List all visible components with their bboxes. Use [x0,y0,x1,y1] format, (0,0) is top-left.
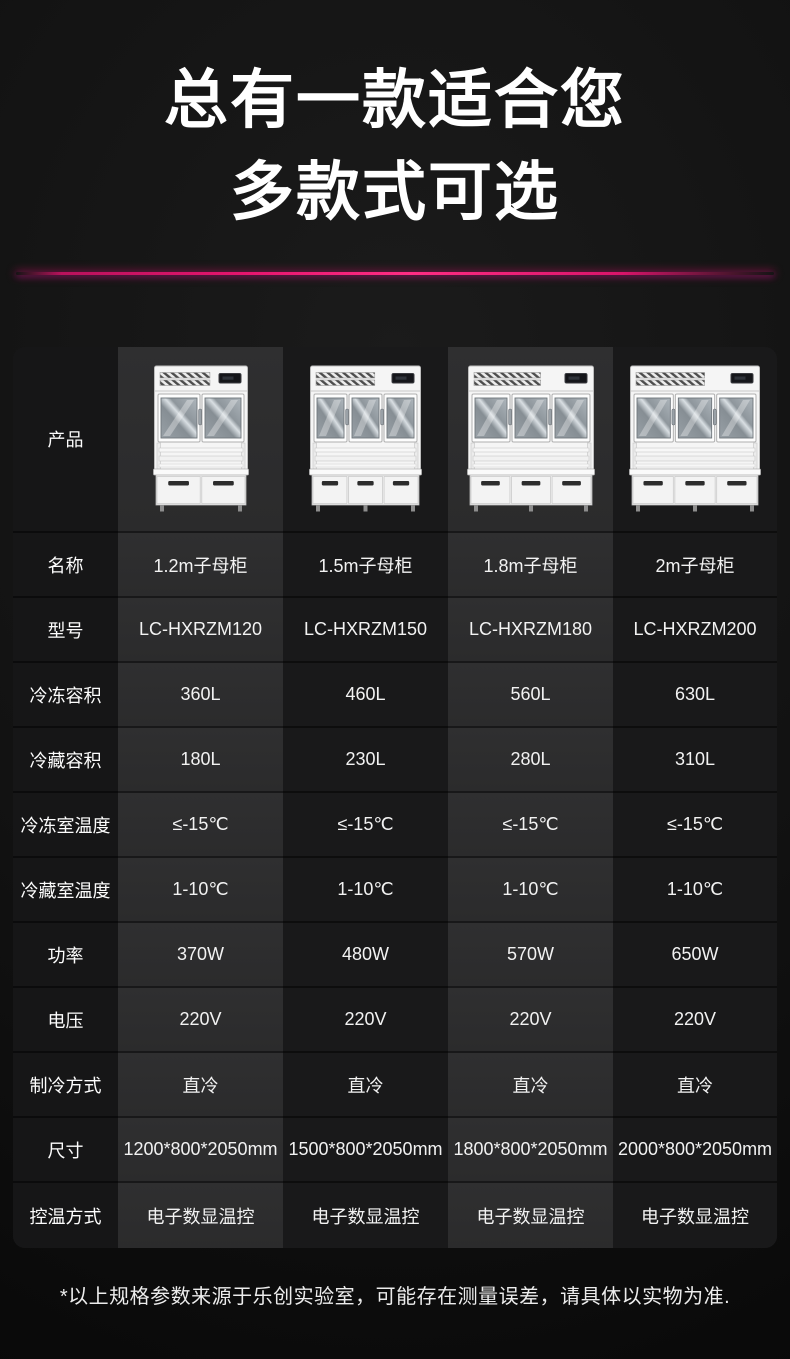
row-label-product: 产品 [13,347,118,533]
cell-power-0: 370W [118,923,283,988]
cell-power-3: 650W [613,923,777,988]
cell-chill_volume-0: 180L [118,728,283,793]
row-label-size: 尺寸 [13,1118,118,1183]
cell-freeze_temp-2: ≤-15℃ [448,793,613,858]
cell-chill_volume-2: 280L [448,728,613,793]
footer: *以上规格参数来源于乐创实验室，可能存在测量误差，请具体以实物为准. [0,1280,790,1309]
cell-freeze_temp-1: ≤-15℃ [283,793,448,858]
cell-size-0: 1200*800*2050mm [118,1118,283,1183]
cell-size-2: 1800*800*2050mm [448,1118,613,1183]
cell-temp_control-1: 电子数显温控 [283,1183,448,1248]
accent-divider-line [16,272,774,275]
cell-freeze_volume-0: 360L [118,663,283,728]
product-image-cell-3 [613,347,777,533]
cell-size-3: 2000*800*2050mm [613,1118,777,1183]
row-label-cooling: 制冷方式 [13,1053,118,1118]
cell-temp_control-0: 电子数显温控 [118,1183,283,1248]
row-label-voltage: 电压 [13,988,118,1053]
row-label-temp_control: 控温方式 [13,1183,118,1248]
cell-size-1: 1500*800*2050mm [283,1118,448,1183]
cell-freeze_volume-1: 460L [283,663,448,728]
cell-voltage-3: 220V [613,988,777,1053]
disclaimer-text: *以上规格参数来源于乐创实验室，可能存在测量误差，请具体以实物为准. [59,1286,731,1308]
cell-chill_temp-3: 1-10℃ [613,858,777,923]
cell-model-0: LC-HXRZM120 [118,598,283,663]
cell-cooling-1: 直冷 [283,1053,448,1118]
cell-freeze_volume-2: 560L [448,663,613,728]
cell-chill_temp-1: 1-10℃ [283,858,448,923]
cell-temp_control-3: 电子数显温控 [613,1183,777,1248]
cabinet-illustration [466,365,595,512]
row-label-freeze_volume: 冷冻容积 [13,663,118,728]
cell-model-1: LC-HXRZM150 [283,598,448,663]
cell-voltage-0: 220V [118,988,283,1053]
cell-model-3: LC-HXRZM200 [613,598,777,663]
row-label-name: 名称 [13,533,118,598]
cabinet-illustration [152,365,249,512]
cell-name-3: 2m子母柜 [613,533,777,598]
cell-cooling-3: 直冷 [613,1053,777,1118]
cell-voltage-1: 220V [283,988,448,1053]
cell-name-1: 1.5m子母柜 [283,533,448,598]
cell-freeze_volume-3: 630L [613,663,777,728]
cell-freeze_temp-0: ≤-15℃ [118,793,283,858]
page-title-line1: 总有一款适合您 [164,64,626,136]
page-title-line2: 多款式可选 [230,156,560,228]
cell-chill_temp-2: 1-10℃ [448,858,613,923]
cell-name-0: 1.2m子母柜 [118,533,283,598]
row-label-model: 型号 [13,598,118,663]
cell-chill_volume-3: 310L [613,728,777,793]
row-label-freeze_temp: 冷冻室温度 [13,793,118,858]
product-image-cell-0 [118,347,283,533]
product-image-cell-1 [283,347,448,533]
cabinet-illustration [629,365,761,512]
cell-chill_volume-1: 230L [283,728,448,793]
cell-power-2: 570W [448,923,613,988]
header: 总有一款适合您 多款式可选 [0,0,790,275]
cell-model-2: LC-HXRZM180 [448,598,613,663]
row-label-chill_temp: 冷藏室温度 [13,858,118,923]
cell-name-2: 1.8m子母柜 [448,533,613,598]
cell-temp_control-2: 电子数显温控 [448,1183,613,1248]
cell-cooling-2: 直冷 [448,1053,613,1118]
cell-chill_temp-0: 1-10℃ [118,858,283,923]
cell-freeze_temp-3: ≤-15℃ [613,793,777,858]
row-label-power: 功率 [13,923,118,988]
product-image-cell-2 [448,347,613,533]
row-label-chill_volume: 冷藏容积 [13,728,118,793]
spec-table: 产品 名称 1.2m子母柜 1.5m子母柜 1.8m子母柜 2m子母柜 型号 LC-HXRZM… [13,347,777,1248]
cell-power-1: 480W [283,923,448,988]
cabinet-illustration [309,365,422,512]
cell-cooling-0: 直冷 [118,1053,283,1118]
cell-voltage-2: 220V [448,988,613,1053]
